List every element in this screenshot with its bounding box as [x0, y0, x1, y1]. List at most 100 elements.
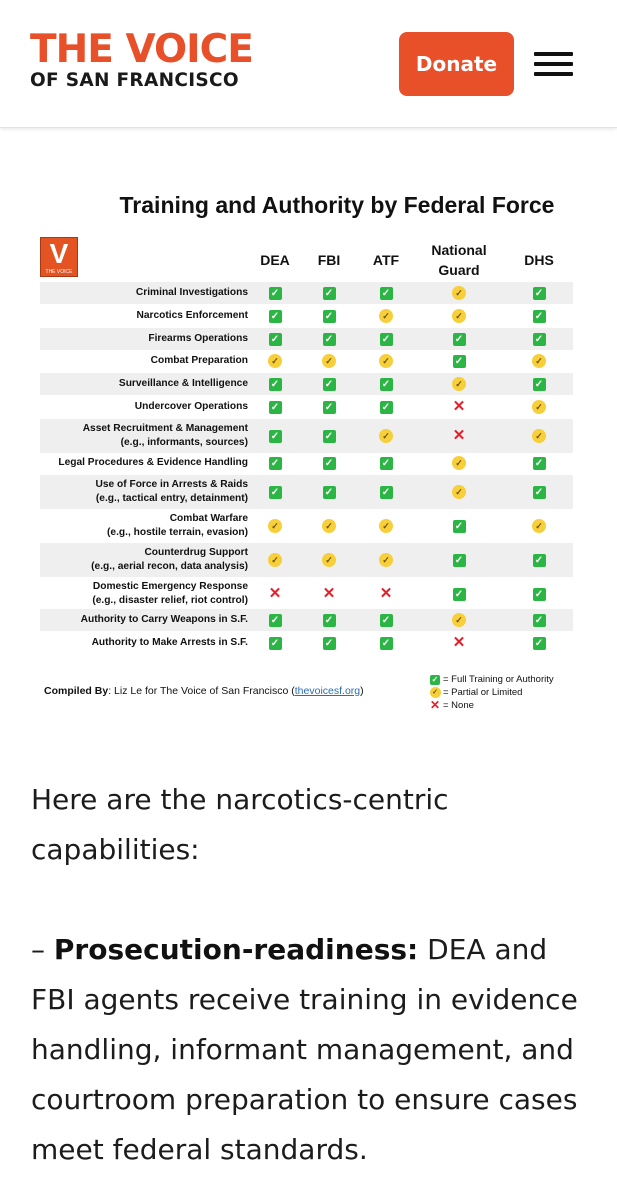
check-mark-icon: ✓ — [430, 674, 440, 685]
check-mark-icon: ✓ — [268, 400, 282, 414]
check-mark-icon: ✓ — [452, 332, 466, 346]
table-cell: ✓ — [315, 350, 343, 372]
table-cell: ✓ — [315, 282, 343, 304]
row-label: Counterdrug Support (e.g., aerial recon, … — [40, 543, 248, 577]
check-mark-icon: ✓ — [322, 309, 336, 323]
table-cell: ✓ — [315, 543, 343, 577]
table-cell: ✓ — [261, 282, 289, 304]
table-cell: ✕ — [445, 419, 473, 453]
check-mark-icon: ✓ — [379, 332, 393, 346]
table-cell: ✕ — [315, 577, 343, 611]
check-mark-icon: ✓ — [268, 377, 282, 391]
table-cell: ✓ — [445, 328, 473, 350]
donate-button[interactable]: Donate — [399, 32, 514, 96]
partial-check-icon: ✓ — [532, 400, 546, 414]
partial-check-icon: ✓ — [452, 377, 466, 391]
row-label: Authority to Carry Weapons in S.F. — [40, 609, 248, 631]
table-row: Combat Preparation ✓ ✓ ✓ ✓ ✓ — [40, 350, 573, 372]
table-cell: ✓ — [445, 577, 473, 611]
table-row: Legal Procedures & Evidence Handling ✓ ✓ ✓ ✓… — [40, 452, 573, 474]
x-mark-icon: ✕ — [322, 585, 336, 602]
check-mark-icon: ✓ — [322, 636, 336, 650]
bullet-dash: – — [31, 933, 54, 966]
row-label-main: Use of Force in Arrests & Raids — [95, 479, 248, 490]
table-cell: ✓ — [372, 632, 400, 654]
source-link[interactable]: thevoicesf.org — [294, 685, 361, 697]
table-cell: ✓ — [315, 609, 343, 631]
row-label-main: Combat Warfare — [169, 513, 248, 524]
table-cell: ✓ — [525, 419, 553, 453]
table-cell: ✓ — [445, 350, 473, 372]
check-mark-icon: ✓ — [452, 519, 466, 533]
partial-check-icon: ✓ — [452, 309, 466, 323]
partial-check-icon: ✓ — [379, 553, 393, 567]
partial-check-icon: ✓ — [452, 613, 466, 627]
check-mark-icon: ✓ — [322, 429, 336, 443]
check-mark-icon: ✓ — [532, 332, 546, 346]
check-mark-icon: ✓ — [268, 613, 282, 627]
table-cell: ✓ — [372, 396, 400, 418]
check-mark-icon: ✓ — [379, 377, 393, 391]
check-mark-icon: ✓ — [452, 354, 466, 368]
check-mark-icon: ✓ — [379, 613, 393, 627]
column-header-2: ATF — [372, 252, 400, 268]
legend-text: = Full Training or Authority — [443, 674, 554, 685]
table-cell: ✓ — [372, 609, 400, 631]
voice-logo-badge: V THE VOICE — [40, 237, 78, 277]
row-label: Asset Recruitment & Management (e.g., inf… — [40, 419, 248, 453]
table-cell: ✓ — [525, 509, 553, 543]
table-cell: ✕ — [372, 577, 400, 611]
row-label: Authority to Make Arrests in S.F. — [40, 632, 248, 654]
table-cell: ✓ — [445, 509, 473, 543]
table-cell: ✓ — [315, 396, 343, 418]
check-mark-icon: ✓ — [532, 485, 546, 499]
check-mark-icon: ✓ — [268, 456, 282, 470]
table-cell: ✓ — [315, 419, 343, 453]
table-cell: ✓ — [525, 373, 553, 395]
legend: ✓ = Full Training or Authority ✓ = Partial … — [429, 673, 554, 712]
check-mark-icon: ✓ — [268, 286, 282, 300]
check-mark-icon: ✓ — [322, 332, 336, 346]
table-cell: ✓ — [261, 609, 289, 631]
row-label-example: (e.g., aerial recon, data analysis) — [91, 561, 248, 572]
partial-check-icon: ✓ — [532, 519, 546, 533]
x-mark-icon: ✕ — [268, 585, 282, 602]
row-label: Combat Warfare (e.g., hostile terrain, ev… — [40, 509, 248, 543]
column-header-4: DHS — [524, 252, 554, 268]
table-row: Authority to Carry Weapons in S.F. ✓ ✓ ✓ ✓ ✓ — [40, 609, 573, 631]
table-cell: ✓ — [445, 373, 473, 395]
table-cell: ✓ — [261, 632, 289, 654]
bullet-text: DEA and FBI agents receive training in e… — [31, 933, 578, 1166]
check-mark-icon: ✓ — [268, 485, 282, 499]
table-cell: ✓ — [525, 396, 553, 418]
table-cell: ✓ — [261, 543, 289, 577]
row-label: Combat Preparation — [40, 350, 248, 372]
check-mark-icon: ✓ — [322, 613, 336, 627]
site-logo[interactable]: THE VOICE OF SAN FRANCISCO — [30, 30, 254, 92]
row-label-main: Combat Preparation — [150, 355, 248, 366]
row-label: Domestic Emergency Response (e.g., disast… — [40, 577, 248, 611]
table-cell: ✓ — [372, 509, 400, 543]
table-cell: ✓ — [261, 509, 289, 543]
partial-check-icon: ✓ — [268, 354, 282, 368]
check-mark-icon: ✓ — [532, 286, 546, 300]
check-mark-icon: ✓ — [532, 553, 546, 567]
check-mark-icon: ✓ — [322, 286, 336, 300]
partial-check-icon: ✓ — [268, 553, 282, 567]
partial-check-icon: ✓ — [379, 354, 393, 368]
article-intro: Here are the narcotics-centric capabilit… — [31, 783, 449, 866]
partial-check-icon: ✓ — [452, 286, 466, 300]
table-cell: ✓ — [445, 305, 473, 327]
row-label: Use of Force in Arrests & Raids (e.g., ta… — [40, 475, 248, 509]
table-cell: ✓ — [372, 419, 400, 453]
bullet-title: Prosecution-readiness: — [53, 933, 419, 966]
check-mark-icon: ✓ — [532, 456, 546, 470]
hamburger-menu-icon[interactable] — [534, 50, 574, 78]
partial-check-icon: ✓ — [379, 309, 393, 323]
column-header-1: FBI — [317, 252, 341, 268]
table-cell: ✓ — [445, 609, 473, 631]
row-label: Criminal Investigations — [40, 282, 248, 304]
table-cell: ✓ — [261, 305, 289, 327]
x-mark-icon: ✕ — [452, 427, 466, 444]
table-row: Counterdrug Support (e.g., aerial recon, … — [40, 543, 573, 577]
